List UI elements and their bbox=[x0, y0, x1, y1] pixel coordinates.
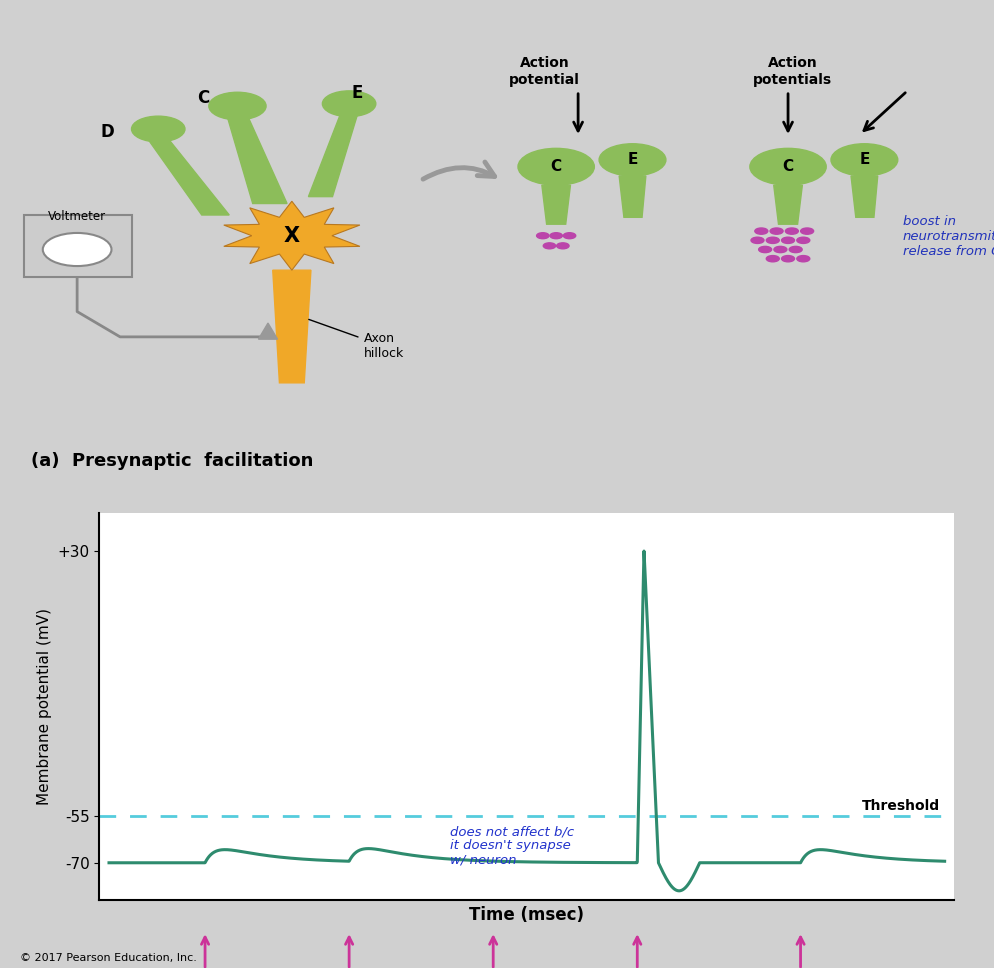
Circle shape bbox=[766, 256, 779, 261]
Text: D: D bbox=[101, 123, 114, 141]
Text: C: C bbox=[551, 160, 562, 174]
Polygon shape bbox=[619, 176, 646, 218]
Polygon shape bbox=[851, 176, 878, 218]
Text: (a)  Presynaptic  facilitation: (a) Presynaptic facilitation bbox=[32, 452, 314, 470]
Text: w/ neuron: w/ neuron bbox=[450, 854, 517, 866]
Text: Threshold: Threshold bbox=[862, 800, 940, 813]
Y-axis label: Membrane potential (mV): Membrane potential (mV) bbox=[37, 608, 52, 805]
Text: Action
potential: Action potential bbox=[509, 56, 580, 86]
Text: does not affect b/c: does not affect b/c bbox=[450, 826, 575, 838]
Text: E: E bbox=[859, 152, 870, 167]
Text: C: C bbox=[198, 89, 210, 107]
Circle shape bbox=[766, 237, 779, 243]
Circle shape bbox=[770, 228, 783, 234]
Text: Action
potentials: Action potentials bbox=[753, 56, 832, 86]
Polygon shape bbox=[308, 114, 358, 197]
Circle shape bbox=[544, 243, 556, 249]
Text: E: E bbox=[351, 84, 363, 102]
Circle shape bbox=[797, 237, 810, 243]
Circle shape bbox=[831, 144, 898, 176]
Circle shape bbox=[785, 228, 798, 234]
Circle shape bbox=[754, 228, 767, 234]
Circle shape bbox=[43, 233, 111, 266]
Text: Axon
hillock: Axon hillock bbox=[309, 319, 404, 360]
Polygon shape bbox=[258, 323, 277, 339]
X-axis label: Time (msec): Time (msec) bbox=[469, 906, 584, 923]
Circle shape bbox=[749, 148, 826, 185]
Circle shape bbox=[322, 91, 376, 116]
Polygon shape bbox=[542, 185, 571, 225]
Polygon shape bbox=[228, 116, 287, 203]
Circle shape bbox=[550, 232, 563, 239]
Text: X: X bbox=[283, 226, 300, 246]
Polygon shape bbox=[272, 270, 311, 383]
Circle shape bbox=[564, 232, 576, 239]
Text: C: C bbox=[782, 160, 793, 174]
Circle shape bbox=[131, 116, 185, 142]
Circle shape bbox=[209, 92, 266, 120]
Circle shape bbox=[751, 237, 764, 243]
Circle shape bbox=[599, 144, 666, 176]
Circle shape bbox=[774, 247, 787, 253]
Polygon shape bbox=[224, 201, 360, 270]
Circle shape bbox=[518, 148, 594, 185]
Polygon shape bbox=[148, 139, 230, 215]
Circle shape bbox=[537, 232, 549, 239]
Polygon shape bbox=[773, 185, 802, 225]
Circle shape bbox=[800, 228, 814, 234]
Circle shape bbox=[781, 256, 794, 261]
Text: it doesn't synapse: it doesn't synapse bbox=[450, 839, 571, 853]
FancyBboxPatch shape bbox=[24, 216, 131, 277]
Circle shape bbox=[758, 247, 771, 253]
Text: boost in
neurotransmitter
release from C: boost in neurotransmitter release from C bbox=[903, 215, 994, 258]
Circle shape bbox=[797, 256, 810, 261]
Circle shape bbox=[557, 243, 569, 249]
Circle shape bbox=[789, 247, 802, 253]
Text: © 2017 Pearson Education, Inc.: © 2017 Pearson Education, Inc. bbox=[20, 953, 197, 963]
Text: Voltmeter: Voltmeter bbox=[48, 210, 106, 224]
Circle shape bbox=[781, 237, 794, 243]
Text: E: E bbox=[627, 152, 638, 167]
